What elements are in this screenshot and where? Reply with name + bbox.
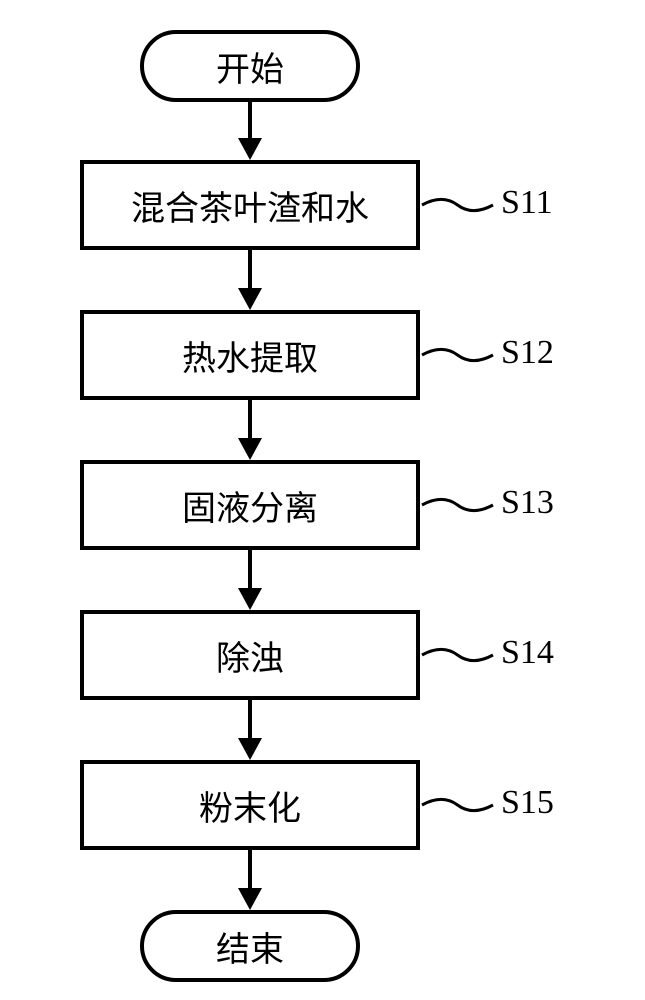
node-label: 固液分离 bbox=[182, 481, 318, 530]
node-s11: 混合茶叶渣和水 bbox=[80, 160, 420, 250]
node-label: 结束 bbox=[216, 922, 284, 971]
step-label: S12 bbox=[501, 334, 554, 372]
step-label: S14 bbox=[501, 634, 554, 672]
node-label: 混合茶叶渣和水 bbox=[131, 181, 369, 230]
node-s12: 热水提取 bbox=[80, 310, 420, 400]
step-connector bbox=[420, 339, 495, 371]
node-start: 开始 bbox=[140, 30, 360, 102]
flowchart-canvas: 开始混合茶叶渣和水 S11 热水提取 S12 固液分离 S13 除浊 S14 粉末化 S15 结束 bbox=[0, 0, 645, 1000]
step-label: S13 bbox=[501, 484, 554, 522]
step-label: S15 bbox=[501, 784, 554, 822]
node-label: 开始 bbox=[216, 42, 284, 91]
node-label: 粉末化 bbox=[199, 781, 301, 830]
step-connector bbox=[420, 489, 495, 521]
step-connector bbox=[420, 789, 495, 821]
step-label: S11 bbox=[501, 184, 553, 222]
node-s15: 粉末化 bbox=[80, 760, 420, 850]
step-connector bbox=[420, 639, 495, 671]
node-s14: 除浊 bbox=[80, 610, 420, 700]
node-s13: 固液分离 bbox=[80, 460, 420, 550]
node-label: 除浊 bbox=[216, 631, 284, 680]
node-end: 结束 bbox=[140, 910, 360, 982]
step-connector bbox=[420, 189, 495, 221]
node-label: 热水提取 bbox=[182, 331, 318, 380]
